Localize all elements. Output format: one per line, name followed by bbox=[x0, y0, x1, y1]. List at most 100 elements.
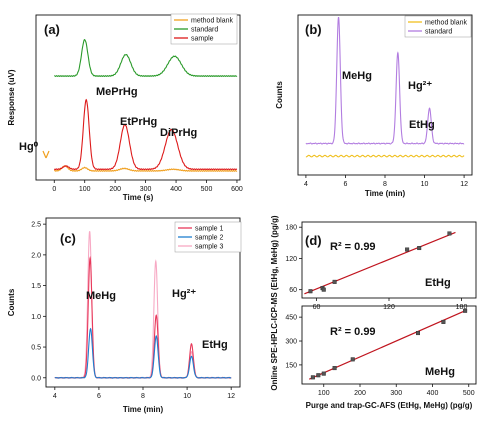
panel-c-annotation-ethg: EtHg bbox=[202, 339, 228, 351]
panel-c-x-tick-label: 4 bbox=[53, 393, 57, 400]
panel-a-series-method-blank bbox=[53, 165, 238, 172]
panel-b-y-axis-label: Counts bbox=[275, 81, 284, 109]
panel-a-annotation-hg0: Hg⁰ bbox=[19, 141, 39, 153]
panel-c-annotation-mehg: MeHg bbox=[86, 290, 116, 302]
panel-b-annotation-mehg: MeHg bbox=[342, 70, 372, 82]
panel-c-legend-label: sample 3 bbox=[195, 244, 224, 251]
panel-b-x-tick-label: 8 bbox=[383, 181, 387, 188]
panel-b-legend-label: standard bbox=[425, 29, 452, 36]
panel-c-label: (c) bbox=[60, 231, 76, 246]
panel-d-mehg-point bbox=[463, 308, 468, 313]
panel-b-axes bbox=[297, 14, 473, 176]
panel-d-mehg-point bbox=[316, 373, 321, 378]
panel-d-ethg-x-tick-label: 180 bbox=[456, 304, 468, 311]
panel-a-legend-label: standard bbox=[191, 27, 218, 34]
panel-d-mehg-point bbox=[350, 357, 355, 362]
panel-c-x-tick-label: 12 bbox=[227, 393, 235, 400]
panel-d-mehg-r2-label: R² = 0.99 bbox=[330, 326, 376, 338]
panel-b-legend-label: method blank bbox=[425, 20, 468, 27]
panel-a-x-tick-label: 400 bbox=[170, 186, 182, 193]
panel-b-label: (b) bbox=[305, 22, 322, 37]
panel-d-mehg-x-tick-label: 100 bbox=[318, 390, 330, 397]
panel-d-ethg-fit-line bbox=[304, 231, 456, 295]
panel-c-x-tick-label: 8 bbox=[141, 393, 145, 400]
panel-b-series-standard bbox=[305, 16, 465, 145]
panel-d-mehg-x-tick-label: 300 bbox=[390, 390, 402, 397]
panel-c-y-tick-label: 2.5 bbox=[31, 222, 41, 229]
panel-d-mehg-x-tick-label: 200 bbox=[354, 390, 366, 397]
panel-a-x-tick-label: 600 bbox=[231, 186, 243, 193]
panel-a-label: (a) bbox=[44, 22, 60, 37]
panel-d-label: (d) bbox=[305, 233, 322, 248]
panel-a-annotation-etprhg: EtPrHg bbox=[120, 116, 157, 128]
panel-c-y-tick-label: 1.0 bbox=[31, 314, 41, 321]
panel-d-ethg-r2-label: R² = 0.99 bbox=[330, 241, 376, 253]
panel-d-ethg-series-label: EtHg bbox=[425, 277, 451, 289]
panel-d-ethg-point bbox=[332, 279, 337, 284]
panel-d-ethg-y-tick-label: 180 bbox=[285, 225, 297, 232]
panel-c-y-axis-label: Counts bbox=[7, 288, 16, 316]
panel-a-hg0-arrow bbox=[42, 150, 50, 159]
panel-d-ethg-y-tick-label: 60 bbox=[289, 287, 297, 294]
panel-a-x-axis-label: Time (s) bbox=[123, 193, 154, 202]
panel-c-legend-label: sample 1 bbox=[195, 226, 224, 233]
panel-b-x-axis-label: Time (min) bbox=[365, 189, 406, 198]
panel-b-x-tick-label: 4 bbox=[304, 181, 308, 188]
panel-d-mehg-axes bbox=[301, 305, 477, 385]
panel-c-x-axis-label: Time (min) bbox=[123, 405, 164, 414]
panel-d-mehg-series-label: MeHg bbox=[425, 366, 455, 378]
panel-d-x-axis-label: Purge and trap-GC-AFS (EtHg, MeHg) (pg/g… bbox=[306, 401, 473, 410]
panel-c-legend-label: sample 2 bbox=[195, 235, 224, 242]
panel-d-mehg-x-tick-label: 500 bbox=[463, 390, 475, 397]
panel-b-annotation-hg2: Hg²⁺ bbox=[408, 80, 432, 92]
panel-a-series-sample bbox=[53, 98, 238, 171]
panel-a-series-standard bbox=[54, 39, 238, 77]
panel-d-mehg-y-tick-label: 150 bbox=[285, 362, 297, 369]
panel-c-x-tick-label: 6 bbox=[97, 393, 101, 400]
panel-a-legend-label: method blank bbox=[191, 18, 234, 25]
panel-a-x-tick-label: 100 bbox=[79, 186, 91, 193]
panel-b-annotation-ethg: EtHg bbox=[409, 119, 435, 131]
panel-d-ethg-x-tick-label: 60 bbox=[313, 304, 321, 311]
panel-c-y-tick-label: 0.5 bbox=[31, 345, 41, 352]
panel-c-x-tick-label: 10 bbox=[183, 393, 191, 400]
panel-b-legend-box bbox=[404, 15, 472, 38]
panel-a-x-tick-label: 0 bbox=[52, 186, 56, 193]
panel-a-x-tick-label: 500 bbox=[201, 186, 213, 193]
panel-a-x-tick-label: 200 bbox=[109, 186, 121, 193]
panel-a-x-tick-label: 300 bbox=[140, 186, 152, 193]
panel-a-annotation-meprhg: MePrHg bbox=[96, 86, 138, 98]
panel-d-ethg-point bbox=[405, 247, 410, 252]
panel-c-y-tick-label: 0.0 bbox=[31, 375, 41, 382]
panel-d-ethg-point bbox=[417, 246, 422, 251]
panel-c-y-tick-label: 1.5 bbox=[31, 283, 41, 290]
panel-d-ethg-x-tick-label: 120 bbox=[383, 304, 395, 311]
panel-d-ethg-point bbox=[321, 287, 326, 292]
panel-d-ethg-y-tick-label: 120 bbox=[285, 256, 297, 263]
panel-c-annotation-hg2: Hg²⁺ bbox=[172, 288, 196, 300]
panel-c-series-sample-3 bbox=[54, 231, 232, 379]
panel-d-ethg-point bbox=[447, 231, 452, 236]
panel-d-mehg-point bbox=[332, 366, 337, 371]
panel-a-axes bbox=[35, 14, 241, 181]
panel-d-mehg-point bbox=[441, 319, 446, 324]
panel-d-mehg-x-tick-label: 400 bbox=[427, 390, 439, 397]
panel-a-annotation-diprhg: DiPrHg bbox=[160, 127, 197, 139]
panel-a-legend-label: sample bbox=[191, 36, 214, 43]
panel-b-x-tick-label: 12 bbox=[460, 181, 468, 188]
panel-c-series-sample-1 bbox=[54, 255, 232, 379]
panel-d-mehg-y-tick-label: 450 bbox=[285, 315, 297, 322]
panel-d-mehg-point bbox=[310, 375, 315, 380]
panel-c-y-tick-label: 2.0 bbox=[31, 252, 41, 259]
panel-b-series-method-blank bbox=[305, 154, 465, 158]
panel-d-mehg-point bbox=[416, 331, 421, 336]
panel-a-y-axis-label: Response (uV) bbox=[7, 69, 16, 125]
panel-b-x-tick-label: 6 bbox=[344, 181, 348, 188]
panel-c-series-sample-2 bbox=[54, 327, 232, 379]
panel-d-mehg-y-tick-label: 300 bbox=[285, 339, 297, 346]
panel-d-ethg-point bbox=[308, 289, 313, 294]
panel-d-mehg-point bbox=[321, 371, 326, 376]
panel-b-x-tick-label: 10 bbox=[421, 181, 429, 188]
panel-d-y-axis-label: Online SPE-HPLC-ICP-MS (EtHg, MeHg) (pg/… bbox=[270, 215, 279, 390]
